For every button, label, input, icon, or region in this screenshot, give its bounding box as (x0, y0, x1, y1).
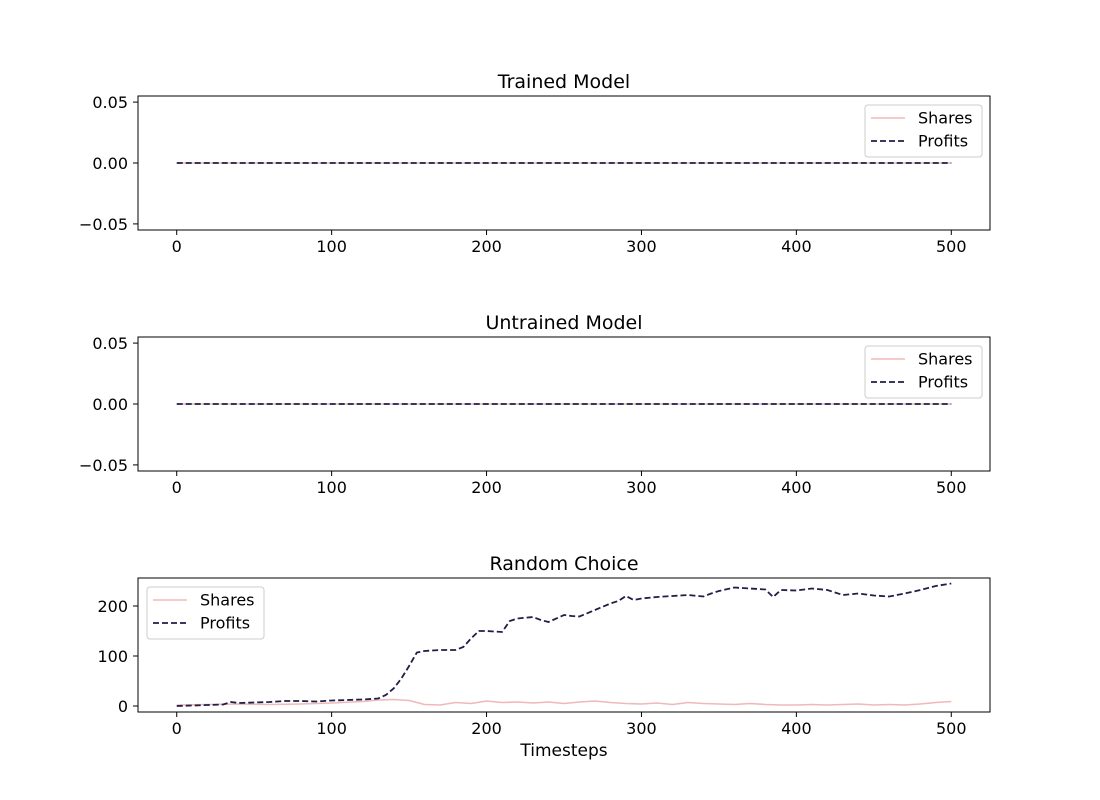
x-tick-label: 100 (316, 478, 347, 497)
x-tick-label: 400 (781, 478, 812, 497)
y-tick-label: 200 (97, 597, 128, 616)
series-line-profits (176, 582, 952, 707)
x-tick-label: 300 (626, 237, 657, 256)
legend-label-profits: Profits (200, 614, 250, 633)
x-tick-label: 0 (172, 237, 182, 256)
x-tick-label: 200 (471, 719, 502, 738)
x-tick-label: 100 (316, 719, 347, 738)
plot-frame (137, 577, 991, 713)
chart-title: Trained Model (497, 71, 630, 93)
y-tick-label: −0.05 (79, 456, 128, 475)
y-tick-label: 0.00 (92, 395, 128, 414)
x-tick-label: 0 (172, 719, 182, 738)
legend-label-profits: Profits (918, 373, 968, 392)
y-tick-label: 100 (97, 647, 128, 666)
x-tick-label: 300 (626, 719, 657, 738)
y-tick-label: −0.05 (79, 215, 128, 234)
subplot-0: Trained Model 0 100 200 300 400 500 0.05 0.00 −0.… (79, 71, 991, 256)
legend: Shares Profits (864, 104, 983, 158)
x-tick-label: 100 (316, 237, 347, 256)
chart-title: Untrained Model (485, 312, 642, 334)
subplot-1: Untrained Model 0 100 200 300 400 500 0.05 0.00 −… (79, 312, 991, 497)
y-tick-label: 0.00 (92, 154, 128, 173)
legend-label-shares: Shares (918, 350, 973, 369)
chart-title: Random Choice (489, 553, 638, 575)
legend-label-shares: Shares (918, 109, 973, 128)
x-tick-label: 400 (781, 719, 812, 738)
legend: Shares Profits (146, 586, 265, 640)
series-line-shares (176, 698, 952, 706)
legend-label-shares: Shares (200, 591, 255, 610)
x-axis-label: Timesteps (519, 741, 607, 761)
legend-label-profits: Profits (918, 132, 968, 151)
legend: Shares Profits (864, 345, 983, 399)
x-tick-label: 200 (471, 237, 502, 256)
x-tick-label: 400 (781, 237, 812, 256)
x-tick-label: 200 (471, 478, 502, 497)
subplot-2: Random Choice 0 100 200 300 400 500 200 100 0 Time… (97, 553, 991, 761)
x-tick-label: 300 (626, 478, 657, 497)
x-tick-label: 500 (936, 237, 967, 256)
y-tick-label: 0.05 (92, 334, 128, 353)
y-tick-label: 0.05 (92, 93, 128, 112)
x-tick-label: 500 (936, 719, 967, 738)
x-tick-label: 0 (172, 478, 182, 497)
x-tick-label: 500 (936, 478, 967, 497)
y-tick-label: 0 (118, 697, 128, 716)
